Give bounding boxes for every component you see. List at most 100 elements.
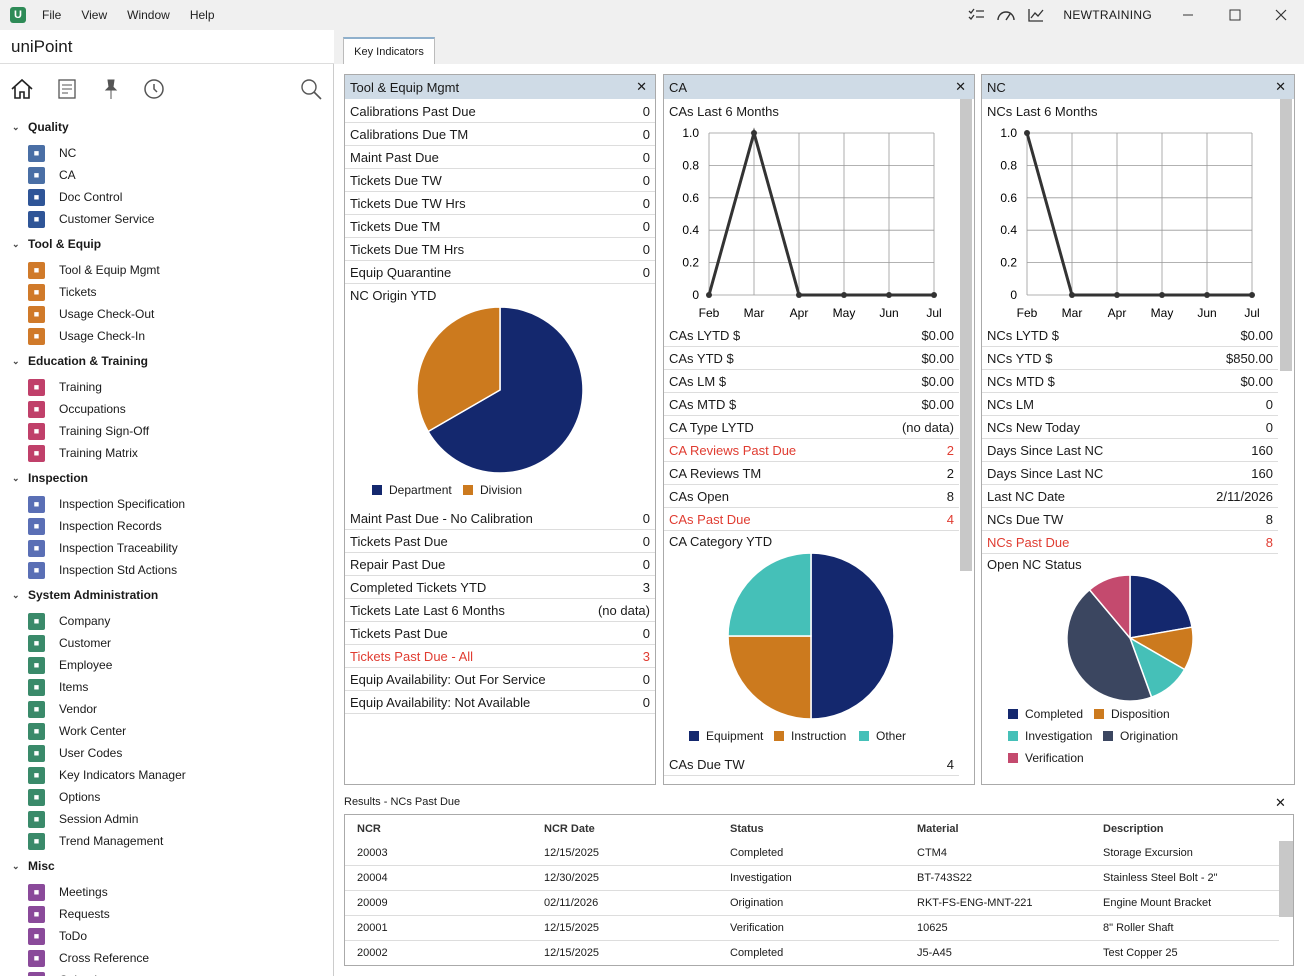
column-header[interactable]: Status (730, 823, 764, 835)
gauge-icon[interactable] (996, 5, 1016, 25)
nav-item[interactable]: ■ Inspection Specification (28, 494, 185, 514)
kpi-row[interactable]: Tickets Due TM 0 (345, 215, 655, 238)
nav-item[interactable]: ■ Inspection Std Actions (28, 560, 177, 580)
kpi-row[interactable]: Equip Availability: Out For Service 0 (345, 668, 655, 691)
nav-item[interactable]: ■ Customer Service (28, 209, 154, 229)
search-icon[interactable] (298, 76, 324, 102)
menu-help[interactable]: Help (189, 8, 215, 22)
nav-item[interactable]: ■ Tickets (28, 282, 97, 302)
table-row[interactable]: 20009 02/11/2026 Origination RKT-FS-ENG-MNT… (345, 891, 1279, 916)
nav-item[interactable]: ■ Calendar (28, 970, 108, 976)
table-row[interactable]: 20004 12/30/2025 Investigation BT-743S22 Sta… (345, 866, 1279, 891)
kpi-row[interactable]: Tickets Past Due - All 3 (345, 645, 655, 668)
nav-item[interactable]: ■ Vendor (28, 699, 97, 719)
kpi-row[interactable]: NCs New Today 0 (982, 416, 1278, 439)
nav-item[interactable]: ■ Key Indicators Manager (28, 765, 186, 785)
tab-key-indicators[interactable]: Key Indicators (343, 37, 435, 65)
menu-window[interactable]: Window (127, 8, 170, 22)
kpi-row[interactable]: NCs YTD $ $850.00 (982, 347, 1278, 370)
kpi-row[interactable]: CAs Due TW 4 (664, 753, 959, 776)
kpi-row[interactable]: Calibrations Due TM 0 (345, 123, 655, 146)
nav-item[interactable]: ■ Cross Reference (28, 948, 149, 968)
kpi-row[interactable]: NCs Due TW 8 (982, 508, 1278, 531)
pin-icon[interactable] (98, 76, 124, 102)
nav-item[interactable]: ■ Requests (28, 904, 110, 924)
home-icon[interactable] (9, 76, 35, 102)
nav-item[interactable]: ■ Items (28, 677, 88, 697)
menu-file[interactable]: File (42, 8, 62, 22)
kpi-row[interactable]: CAs LM $ $0.00 (664, 370, 959, 393)
kpi-row[interactable]: NCs Past Due 8 (982, 531, 1278, 554)
nav-group[interactable]: ⌄ Tool & Equip (12, 237, 101, 251)
kpi-row[interactable]: Tickets Due TW Hrs 0 (345, 192, 655, 215)
nav-item[interactable]: ■ Occupations (28, 399, 126, 419)
kpi-row[interactable]: CAs LYTD $ $0.00 (664, 324, 959, 347)
close-results-icon[interactable]: ✕ (1275, 795, 1286, 810)
nav-item[interactable]: ■ Company (28, 611, 110, 631)
trend-chart-icon[interactable] (1026, 5, 1046, 25)
nav-item[interactable]: ■ Employee (28, 655, 112, 675)
kpi-row[interactable]: Tickets Past Due 0 (345, 622, 655, 645)
kpi-row[interactable]: Calibrations Past Due 0 (345, 100, 655, 123)
kpi-row[interactable]: Tickets Late Last 6 Months (no data) (345, 599, 655, 622)
kpi-row[interactable]: Days Since Last NC 160 (982, 439, 1278, 462)
minimize-button[interactable] (1166, 0, 1212, 30)
nav-group[interactable]: ⌄ Misc (12, 859, 55, 873)
kpi-row[interactable]: CA Reviews Past Due 2 (664, 439, 959, 462)
checklist-icon[interactable] (966, 5, 986, 25)
kpi-row[interactable]: NCs LYTD $ $0.00 (982, 324, 1278, 347)
nav-item[interactable]: ■ Inspection Traceability (28, 538, 178, 558)
nav-group[interactable]: ⌄ System Administration (12, 588, 158, 602)
nav-item[interactable]: ■ Tool & Equip Mgmt (28, 260, 160, 280)
table-row[interactable]: 20001 12/15/2025 Verification 10625 8" Rolle… (345, 916, 1279, 941)
kpi-row[interactable]: Tickets Due TM Hrs 0 (345, 238, 655, 261)
column-header[interactable]: Description (1103, 823, 1164, 835)
kpi-row[interactable]: CAs MTD $ $0.00 (664, 393, 959, 416)
nav-item[interactable]: ■ Usage Check-In (28, 326, 145, 346)
kpi-row[interactable]: CAs Open 8 (664, 485, 959, 508)
kpi-row[interactable]: Days Since Last NC 160 (982, 462, 1278, 485)
kpi-row[interactable]: CAs Past Due 4 (664, 508, 959, 531)
scrollbar[interactable] (960, 99, 972, 571)
nav-item[interactable]: ■ Training (28, 377, 102, 397)
nav-item[interactable]: ■ Trend Management (28, 831, 163, 851)
grid-scrollbar[interactable] (1279, 841, 1293, 917)
kpi-row[interactable]: Repair Past Due 0 (345, 553, 655, 576)
kpi-row[interactable]: Tickets Due TW 0 (345, 169, 655, 192)
kpi-row[interactable]: Last NC Date 2/11/2026 (982, 485, 1278, 508)
nav-item[interactable]: ■ Training Matrix (28, 443, 138, 463)
kpi-row[interactable]: Equip Availability: Not Available 0 (345, 691, 655, 714)
kpi-row[interactable]: CA Type LYTD (no data) (664, 416, 959, 439)
table-row[interactable]: 20003 12/15/2025 Completed CTM4 Storage Excu… (345, 841, 1279, 866)
nav-group[interactable]: ⌄ Education & Training (12, 354, 148, 368)
nav-item[interactable]: ■ Usage Check-Out (28, 304, 154, 324)
kpi-row[interactable]: Completed Tickets YTD 3 (345, 576, 655, 599)
table-row[interactable]: 20002 12/15/2025 Completed J5-A45 Test Coppe… (345, 941, 1279, 965)
kpi-row[interactable]: Maint Past Due 0 (345, 146, 655, 169)
close-window-button[interactable] (1258, 0, 1304, 30)
kpi-row[interactable]: Maint Past Due - No Calibration 0 (345, 507, 655, 530)
nav-group[interactable]: ⌄ Inspection (12, 471, 88, 485)
nav-item[interactable]: ■ Doc Control (28, 187, 122, 207)
nav-item[interactable]: ■ NC (28, 143, 76, 163)
nav-item[interactable]: ■ Work Center (28, 721, 126, 741)
nav-item[interactable]: ■ CA (28, 165, 76, 185)
close-icon[interactable]: ✕ (955, 79, 966, 94)
kpi-row[interactable]: Tickets Past Due 0 (345, 530, 655, 553)
column-header[interactable]: NCR (357, 823, 381, 835)
nav-group[interactable]: ⌄ Quality (12, 120, 69, 134)
column-header[interactable]: Material (917, 823, 959, 835)
kpi-row[interactable]: NCs LM 0 (982, 393, 1278, 416)
nav-item[interactable]: ■ Customer (28, 633, 111, 653)
nav-item[interactable]: ■ User Codes (28, 743, 122, 763)
history-icon[interactable] (141, 76, 167, 102)
nav-item[interactable]: ■ ToDo (28, 926, 87, 946)
nav-item[interactable]: ■ Session Admin (28, 809, 138, 829)
scrollbar[interactable] (1280, 99, 1292, 371)
maximize-button[interactable] (1212, 0, 1258, 30)
menu-view[interactable]: View (81, 8, 108, 22)
nav-item[interactable]: ■ Meetings (28, 882, 108, 902)
nav-item[interactable]: ■ Options (28, 787, 100, 807)
close-icon[interactable]: ✕ (636, 79, 647, 94)
current-user[interactable]: NEWTRAINING (1063, 8, 1152, 22)
